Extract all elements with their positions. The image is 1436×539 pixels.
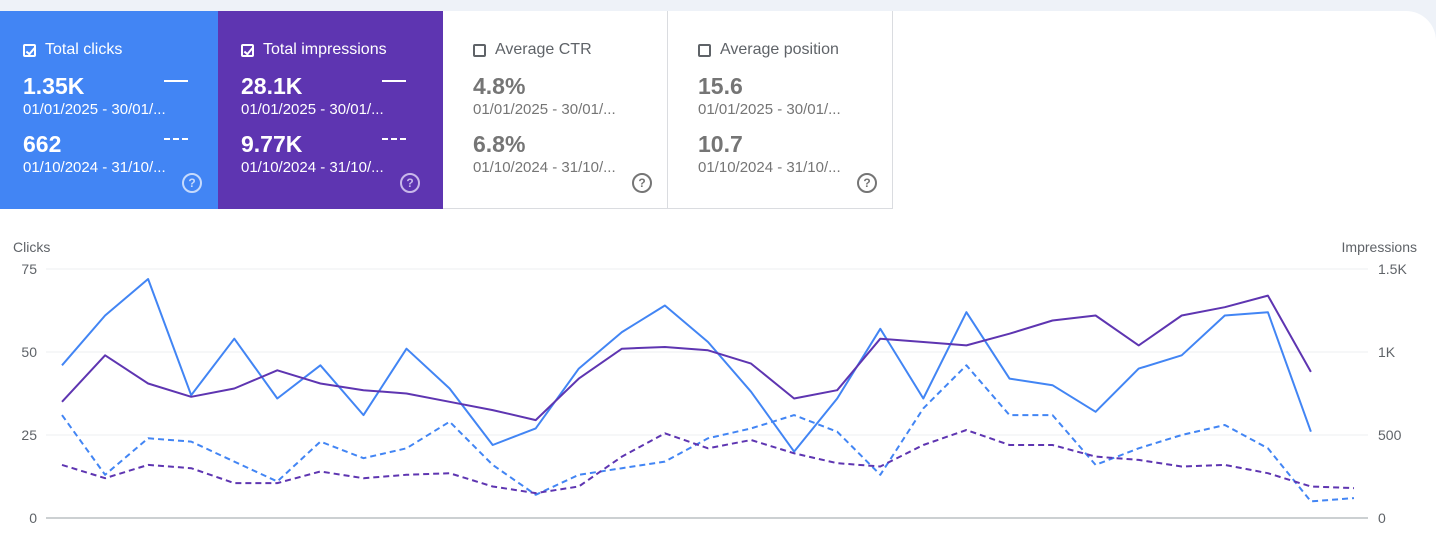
card-header: Total impressions <box>241 41 387 59</box>
current-date-range: 01/01/2025 - 30/01/... <box>473 101 616 118</box>
checkbox-icon[interactable] <box>23 43 36 57</box>
average-position-card[interactable]: Average position 15.6 01/01/2025 - 30/01… <box>668 11 893 209</box>
dashed-line-legend-icon <box>382 138 406 140</box>
impressions-solid-line <box>61 294 1312 422</box>
previous-value: 9.77K <box>241 131 303 157</box>
y-tick-label-right: 1K <box>1378 344 1396 360</box>
total-clicks-card[interactable]: Total clicks 1.35K 01/01/2025 - 30/01/..… <box>0 11 225 209</box>
checkbox-icon[interactable] <box>241 43 254 57</box>
current-value: 28.1K <box>241 73 303 99</box>
previous-value: 6.8% <box>473 131 526 157</box>
series-lines <box>61 278 1355 503</box>
right-axis-ticks: 0 500 1K 1.5K <box>1378 261 1407 526</box>
current-value: 1.35K <box>23 73 85 99</box>
previous-date-range: 01/10/2024 - 31/10/... <box>241 159 384 176</box>
y-tick-label-left: 0 <box>29 510 37 526</box>
help-icon[interactable]: ? <box>632 173 652 193</box>
y-axis-label-right: Impressions <box>1342 239 1417 255</box>
performance-chart: Clicks Impressions 0 25 50 75 0 500 1K 1.5K <box>13 239 1417 526</box>
previous-date-range: 01/10/2024 - 31/10/... <box>473 159 616 176</box>
solid-line-legend-icon <box>382 80 406 82</box>
dashed-line-legend-icon <box>164 138 188 140</box>
card-header: Average CTR <box>473 41 592 59</box>
clicks-solid-line <box>61 278 1312 453</box>
solid-line-legend-icon <box>164 80 188 82</box>
y-tick-label-right: 1.5K <box>1378 261 1407 277</box>
current-date-range: 01/01/2025 - 30/01/... <box>698 101 841 118</box>
card-title: Average position <box>720 41 839 58</box>
impressions-dashed-line <box>61 429 1355 495</box>
gridlines <box>46 268 1368 519</box>
current-date-range: 01/01/2025 - 30/01/... <box>23 101 166 118</box>
y-axis-label-left: Clicks <box>13 239 50 255</box>
current-value: 4.8% <box>473 73 526 99</box>
help-icon[interactable]: ? <box>857 173 877 193</box>
card-header: Average position <box>698 41 839 59</box>
card-header: Total clicks <box>23 41 122 59</box>
card-title: Total impressions <box>263 41 387 58</box>
checkbox-icon[interactable] <box>473 43 486 57</box>
card-title: Average CTR <box>495 41 592 58</box>
y-tick-label-right: 500 <box>1378 427 1402 443</box>
y-tick-label-right: 0 <box>1378 510 1386 526</box>
card-title: Total clicks <box>45 41 123 58</box>
y-tick-label-left: 25 <box>21 427 37 443</box>
total-impressions-card[interactable]: Total impressions 28.1K 01/01/2025 - 30/… <box>218 11 443 209</box>
current-value: 15.6 <box>698 73 743 99</box>
left-axis-ticks: 0 25 50 75 <box>21 261 37 526</box>
previous-date-range: 01/10/2024 - 31/10/... <box>23 159 166 176</box>
y-tick-label-left: 50 <box>21 344 37 360</box>
previous-date-range: 01/10/2024 - 31/10/... <box>698 159 841 176</box>
checkbox-icon[interactable] <box>698 43 711 57</box>
current-date-range: 01/01/2025 - 30/01/... <box>241 101 384 118</box>
y-tick-label-left: 75 <box>21 261 37 277</box>
help-icon[interactable]: ? <box>182 173 202 193</box>
help-icon[interactable]: ? <box>400 173 420 193</box>
previous-value: 662 <box>23 131 62 157</box>
previous-value: 10.7 <box>698 131 743 157</box>
clicks-dashed-line <box>61 364 1355 503</box>
average-ctr-card[interactable]: Average CTR 4.8% 01/01/2025 - 30/01/... … <box>443 11 668 209</box>
